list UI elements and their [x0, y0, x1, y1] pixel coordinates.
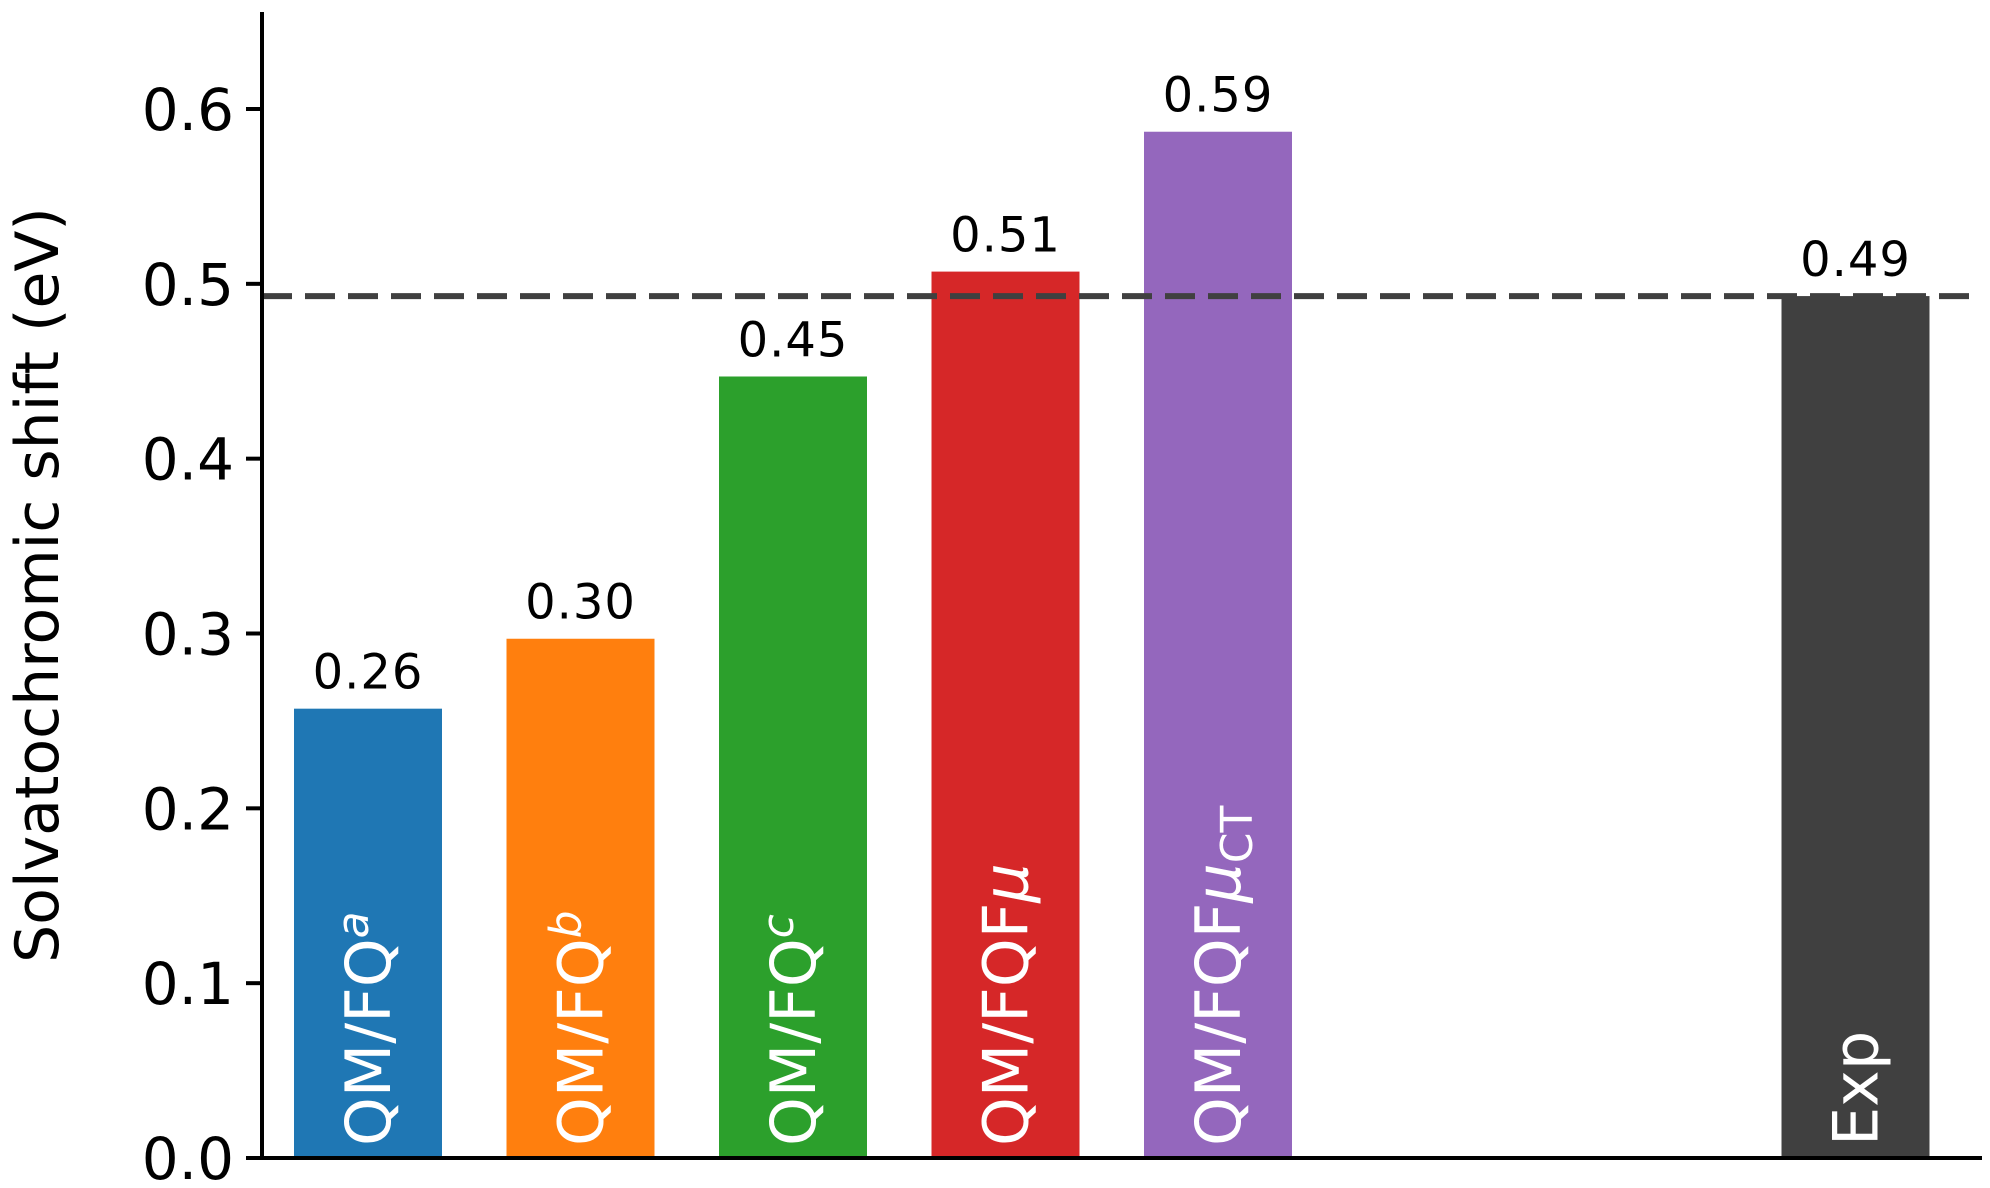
axes-layer: 0.0 0.1 0.2 0.3 0.4 0.5 0.6	[142, 12, 1982, 1188]
bar-2	[719, 376, 867, 1158]
y-tick-label-4: 0.4	[142, 426, 234, 494]
bars-layer: 0.26 QM/FQa 0.30 QM/FQb 0.45 QM/FQc 0.51 QM/FQF…	[294, 68, 1930, 1159]
bar-1	[506, 638, 655, 1158]
y-axis-title: Solvatochromic shift (eV)	[3, 207, 73, 963]
bar-value-label-2: 0.45	[738, 312, 849, 368]
bar-value-label-3: 0.51	[950, 208, 1061, 264]
bar-category-label-0: QM/FQa	[328, 911, 405, 1146]
bar-0	[294, 708, 442, 1158]
bar-category-label-2: QM/FQc	[753, 914, 830, 1146]
bar-value-label-0: 0.26	[313, 645, 424, 701]
bar-value-label-5: 0.49	[1800, 232, 1911, 288]
bar-value-label-4: 0.59	[1163, 68, 1274, 124]
bar-category-label-1: QM/FQb	[541, 910, 618, 1146]
bar-value-label-1: 0.30	[525, 575, 636, 631]
bar-4	[1144, 131, 1292, 1159]
y-tick-label-0: 0.0	[142, 1125, 234, 1188]
bar-category-label-5: Exp	[1820, 1031, 1893, 1146]
y-tick-label-2: 0.2	[142, 775, 234, 843]
bar-3	[931, 271, 1080, 1159]
y-tick-label-5: 0.5	[142, 251, 234, 319]
bar-category-label-3: QM/FQFμ	[970, 863, 1043, 1146]
y-tick-label-1: 0.1	[142, 950, 234, 1018]
y-tick-label-6: 0.6	[142, 76, 234, 144]
y-tick-label-3: 0.3	[142, 601, 234, 669]
bar-5	[1781, 296, 1930, 1158]
bar-category-label-4: QM/FQFμCT	[1182, 806, 1263, 1146]
